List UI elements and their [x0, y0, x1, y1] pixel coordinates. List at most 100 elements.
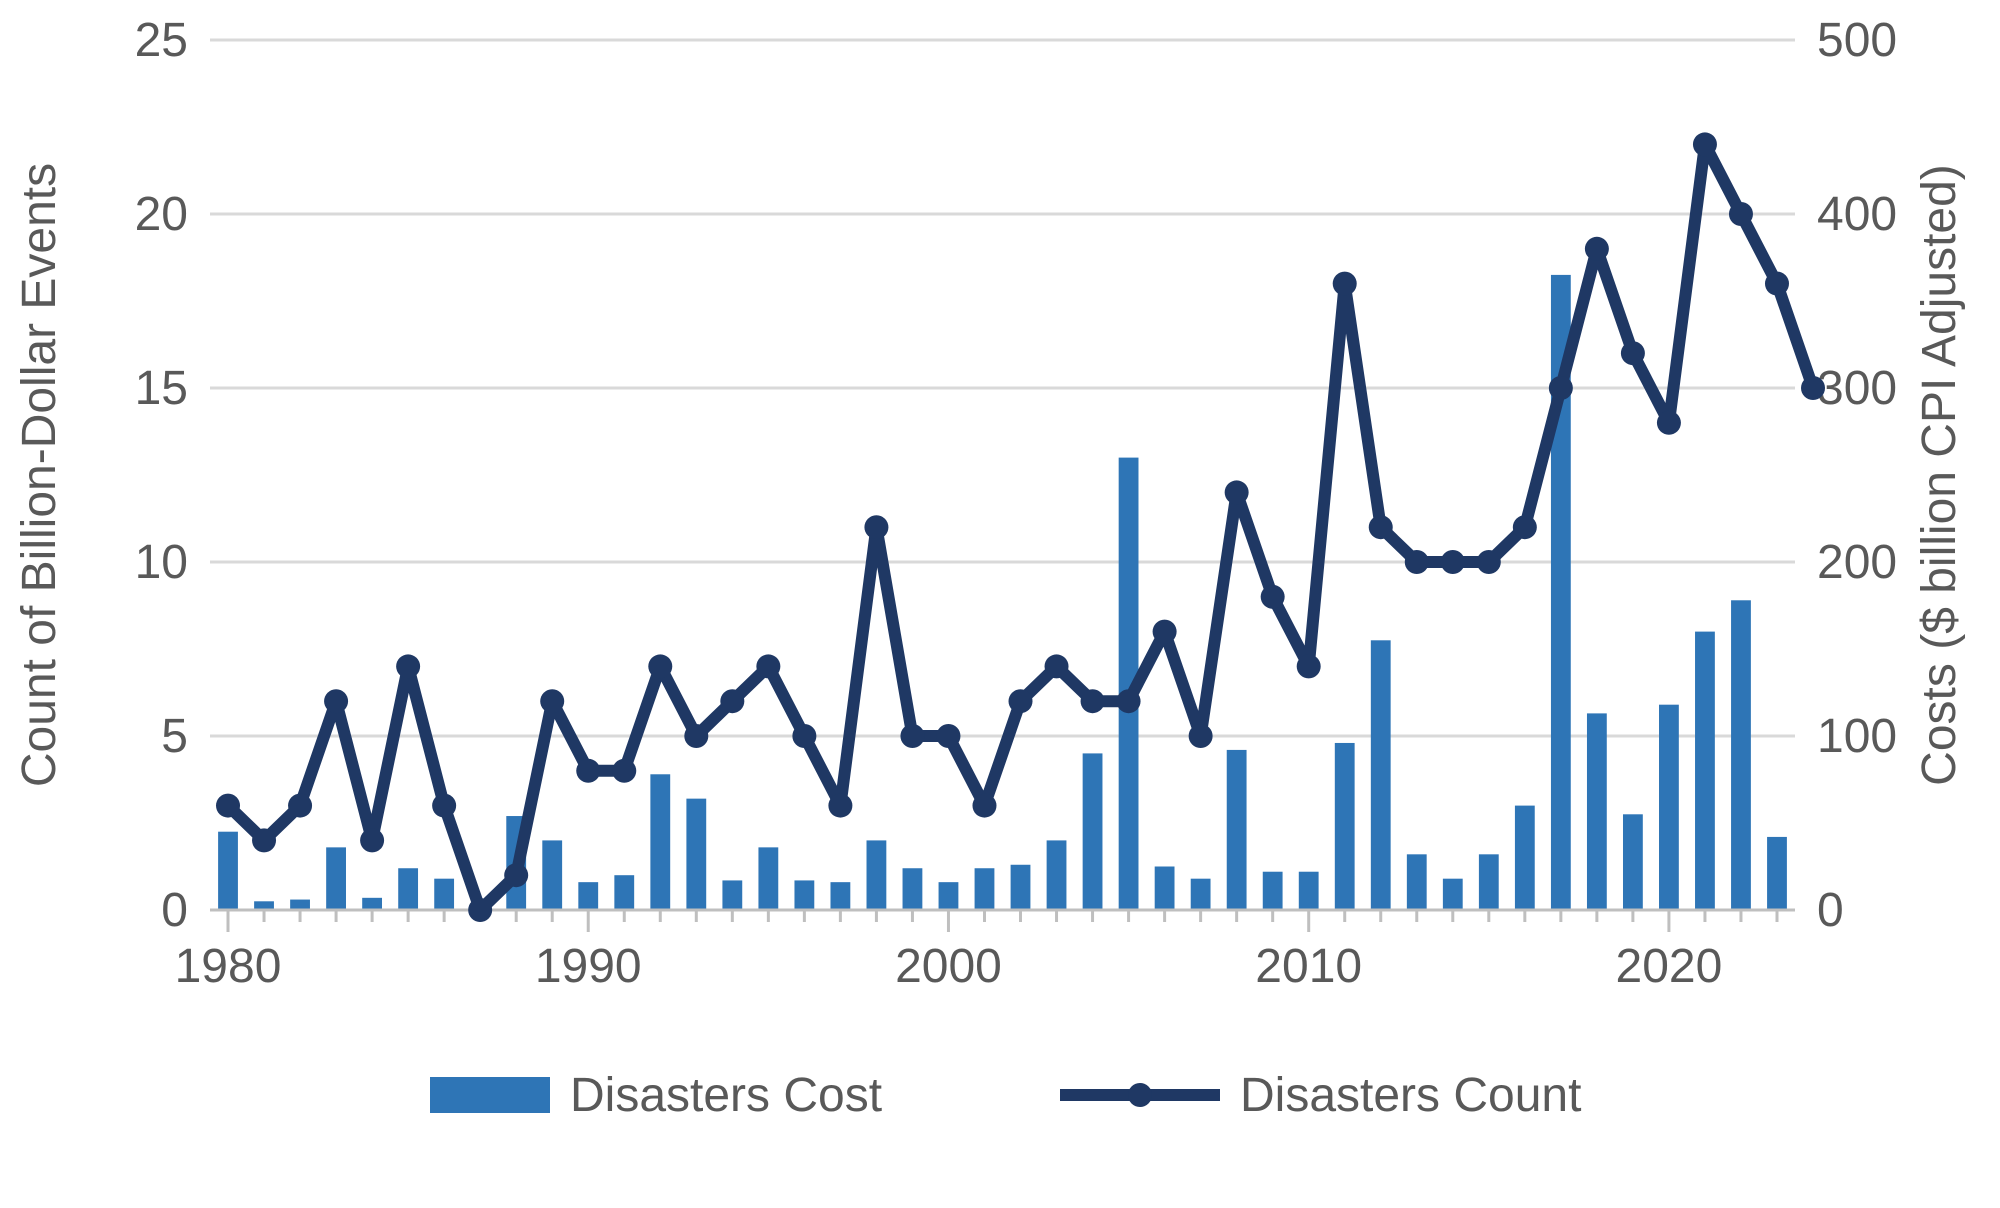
bar — [398, 868, 418, 910]
y-left-tick-label: 10 — [135, 536, 188, 589]
line-marker — [1369, 515, 1393, 539]
disasters-chart: 1980199020002010202005101520250100200300… — [0, 0, 2000, 1208]
bar — [1371, 640, 1391, 910]
line-marker — [504, 863, 528, 887]
legend-swatch-marker — [1128, 1083, 1152, 1107]
bar — [939, 882, 959, 910]
line-marker — [1405, 550, 1429, 574]
line-marker — [1585, 237, 1609, 261]
bar — [326, 847, 346, 910]
line-marker — [1153, 620, 1177, 644]
bar — [722, 880, 742, 910]
bar — [542, 840, 562, 910]
line-marker — [1621, 341, 1645, 365]
line-marker — [864, 515, 888, 539]
legend-label: Disasters Cost — [570, 1069, 882, 1122]
line-marker — [1693, 132, 1717, 156]
line-marker — [756, 654, 780, 678]
bar — [434, 879, 454, 910]
bar — [650, 774, 670, 910]
line-marker — [792, 724, 816, 748]
y-left-tick-label: 0 — [161, 884, 188, 937]
y-right-tick-label: 100 — [1817, 710, 1897, 763]
line-marker — [720, 689, 744, 713]
bar — [1443, 879, 1463, 910]
line-marker — [216, 794, 240, 818]
line-marker — [612, 759, 636, 783]
bar — [614, 875, 634, 910]
line-marker — [1729, 202, 1753, 226]
line-marker — [936, 724, 960, 748]
line-marker — [684, 724, 708, 748]
y-left-tick-label: 20 — [135, 188, 188, 241]
y-right-tick-label: 0 — [1817, 884, 1844, 937]
bar — [290, 900, 310, 910]
line-marker — [1297, 654, 1321, 678]
line-marker — [288, 794, 312, 818]
line-marker — [828, 794, 852, 818]
bar — [1263, 872, 1283, 910]
bar — [1191, 879, 1211, 910]
line-marker — [1549, 376, 1573, 400]
line-marker — [1657, 411, 1681, 435]
line-marker — [252, 828, 276, 852]
line-marker — [1081, 689, 1105, 713]
line-marker — [1333, 272, 1357, 296]
legend-swatch-bar — [430, 1077, 550, 1113]
line-marker — [540, 689, 564, 713]
line-marker — [1477, 550, 1501, 574]
bar — [1587, 713, 1607, 910]
bar — [362, 898, 382, 910]
line-marker — [468, 898, 492, 922]
line-marker — [1225, 480, 1249, 504]
line-marker — [1009, 689, 1033, 713]
line-marker — [1261, 585, 1285, 609]
y-left-tick-label: 5 — [161, 710, 188, 763]
line-marker — [1045, 654, 1069, 678]
line-marker — [1441, 550, 1465, 574]
bar — [218, 832, 238, 910]
y-right-tick-label: 500 — [1817, 14, 1897, 67]
line-marker — [1765, 272, 1789, 296]
line-marker — [900, 724, 924, 748]
line-marker — [648, 654, 672, 678]
y-left-tick-label: 15 — [135, 362, 188, 415]
bar — [903, 868, 923, 910]
bar — [1155, 867, 1175, 911]
bar — [975, 868, 995, 910]
y-right-tick-label: 400 — [1817, 188, 1897, 241]
chart-svg: 1980199020002010202005101520250100200300… — [0, 0, 2000, 1208]
line-marker — [1513, 515, 1537, 539]
bar — [1659, 705, 1679, 910]
bar — [578, 882, 598, 910]
bar — [1407, 854, 1427, 910]
bar — [1335, 743, 1355, 910]
line-marker — [360, 828, 384, 852]
y-right-axis-title: Costs ($ billion CPI Adjusted) — [1913, 164, 1966, 786]
bar — [758, 847, 778, 910]
line-marker — [576, 759, 600, 783]
y-left-axis-title: Count of Billion-Dollar Events — [13, 163, 66, 787]
line-marker — [396, 654, 420, 678]
bar — [686, 799, 706, 910]
bar — [1623, 814, 1643, 910]
line-marker — [324, 689, 348, 713]
line-marker — [1189, 724, 1213, 748]
bar — [1731, 600, 1751, 910]
x-tick-label: 2010 — [1255, 940, 1362, 993]
line-marker — [972, 794, 996, 818]
legend-label: Disasters Count — [1240, 1069, 1581, 1122]
y-right-tick-label: 300 — [1817, 362, 1897, 415]
y-right-tick-label: 200 — [1817, 536, 1897, 589]
bar — [1011, 865, 1031, 910]
line-marker — [1117, 689, 1141, 713]
x-tick-label: 1980 — [175, 940, 282, 993]
bar — [1695, 632, 1715, 910]
line-marker — [1801, 376, 1825, 400]
bar — [830, 882, 850, 910]
x-tick-label: 2020 — [1616, 940, 1723, 993]
bar — [1515, 806, 1535, 910]
x-tick-label: 2000 — [895, 940, 1002, 993]
x-tick-label: 1990 — [535, 940, 642, 993]
bar — [1083, 753, 1103, 910]
